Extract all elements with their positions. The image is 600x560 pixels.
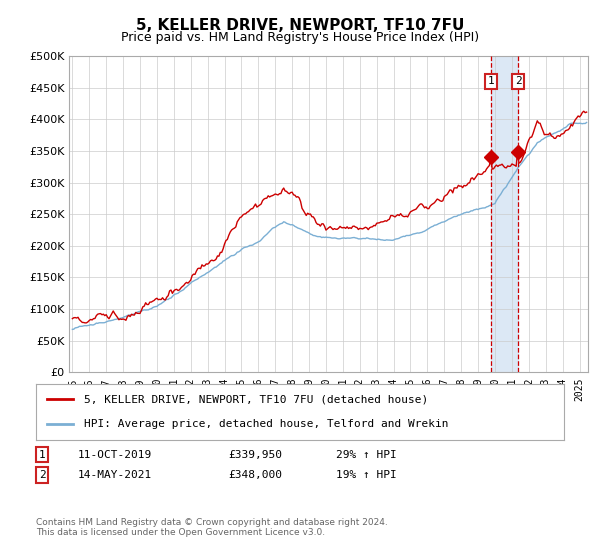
Text: 19% ↑ HPI: 19% ↑ HPI [336, 470, 397, 480]
Text: HPI: Average price, detached house, Telford and Wrekin: HPI: Average price, detached house, Telf… [83, 419, 448, 429]
Text: 5, KELLER DRIVE, NEWPORT, TF10 7FU (detached house): 5, KELLER DRIVE, NEWPORT, TF10 7FU (deta… [83, 394, 428, 404]
Text: £348,000: £348,000 [228, 470, 282, 480]
Bar [491, 56, 518, 372]
Text: 2: 2 [38, 470, 46, 480]
Text: Price paid vs. HM Land Registry's House Price Index (HPI): Price paid vs. HM Land Registry's House … [121, 31, 479, 44]
Text: Contains HM Land Registry data © Crown copyright and database right 2024.
This d: Contains HM Land Registry data © Crown c… [36, 518, 388, 538]
Text: 2: 2 [515, 76, 521, 86]
Text: 1: 1 [488, 76, 494, 86]
Text: 1: 1 [38, 450, 46, 460]
Text: 11-OCT-2019: 11-OCT-2019 [78, 450, 152, 460]
Text: £339,950: £339,950 [228, 450, 282, 460]
Text: 29% ↑ HPI: 29% ↑ HPI [336, 450, 397, 460]
Text: 14-MAY-2021: 14-MAY-2021 [78, 470, 152, 480]
Text: 5, KELLER DRIVE, NEWPORT, TF10 7FU: 5, KELLER DRIVE, NEWPORT, TF10 7FU [136, 18, 464, 33]
